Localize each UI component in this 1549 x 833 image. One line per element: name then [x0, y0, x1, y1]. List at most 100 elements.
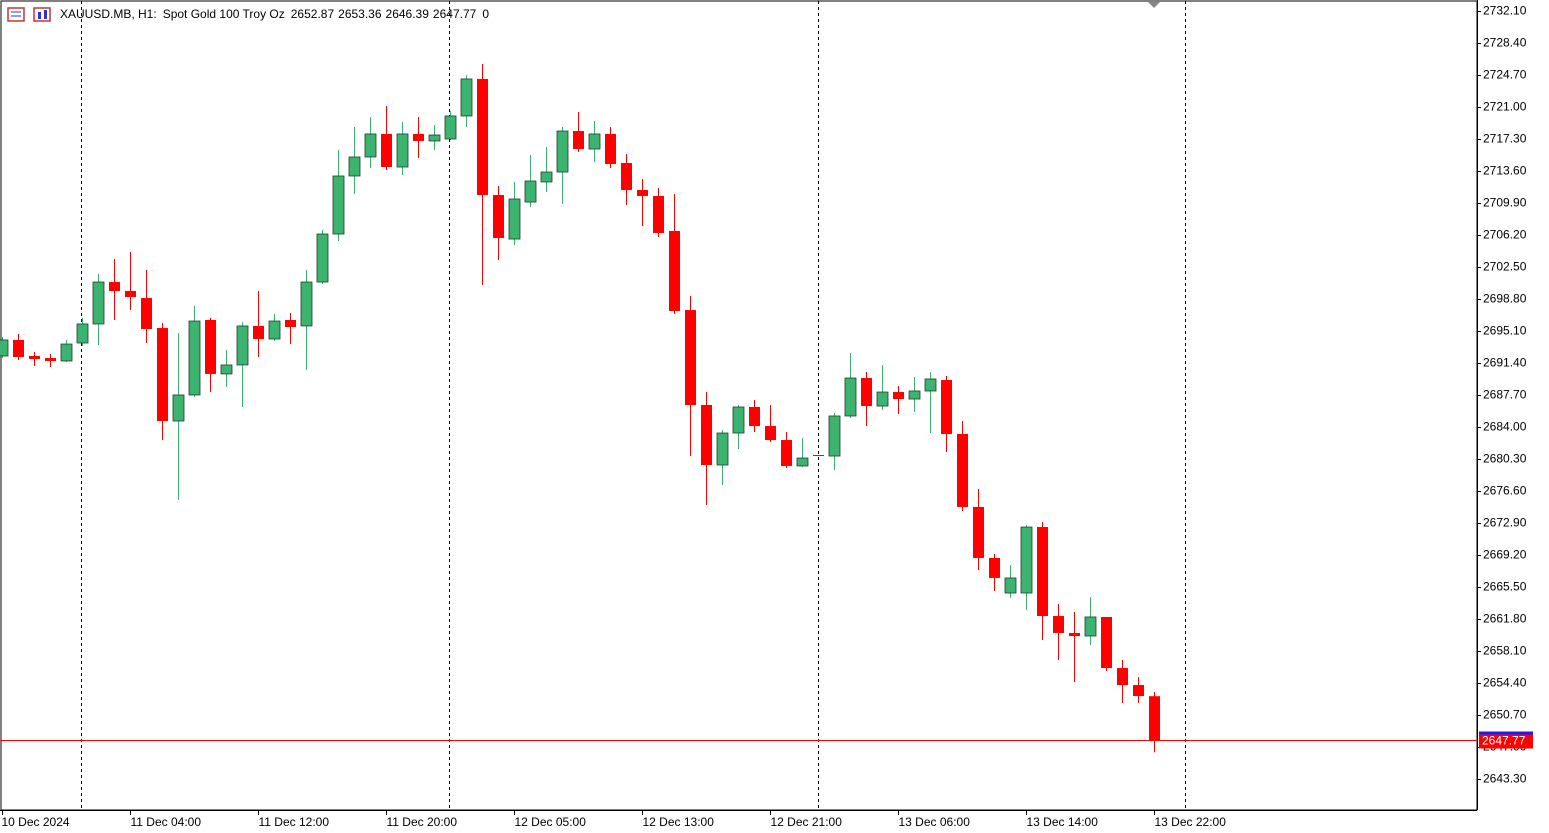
y-tick-label: 2643.30	[1483, 772, 1527, 786]
candle-body	[364, 133, 377, 158]
candle-body	[973, 506, 984, 558]
candle-body	[300, 281, 313, 327]
candle-body	[1101, 616, 1112, 668]
candle-body	[413, 133, 424, 141]
candle-body	[109, 282, 120, 292]
candle-body	[876, 391, 889, 407]
candle-body	[605, 133, 616, 164]
candle-body	[493, 195, 504, 239]
header-high: 2653.36	[338, 7, 382, 21]
candle-body	[924, 378, 937, 392]
icon[interactable]	[7, 7, 25, 22]
y-tick-label: 2672.90	[1483, 516, 1527, 530]
candle-body	[508, 198, 521, 240]
candle-body	[653, 195, 664, 233]
candle-body	[573, 131, 584, 150]
y-tick-label: 2650.70	[1483, 708, 1527, 722]
candle-body	[989, 557, 1000, 578]
icon-bar	[38, 12, 41, 19]
candle-body	[348, 156, 361, 177]
candle-body	[524, 180, 537, 203]
candle-body	[1037, 527, 1048, 617]
y-tick-label: 2724.70	[1483, 68, 1527, 82]
candle-body	[732, 406, 745, 434]
candles	[0, 63, 1160, 753]
y-tick-label: 2721.00	[1483, 100, 1527, 114]
x-tick-label: 12 Dec 13:00	[643, 815, 715, 829]
candle-body	[29, 355, 40, 359]
y-tick-label: 2698.80	[1483, 292, 1527, 306]
y-tick-label: 2713.60	[1483, 164, 1527, 178]
y-tick-label: 2687.70	[1483, 388, 1527, 402]
candle-body	[621, 163, 632, 191]
candle-body	[685, 310, 696, 405]
candle-body	[316, 233, 329, 283]
candle-body	[813, 454, 824, 457]
candle-body	[92, 281, 105, 325]
y-tick-label: 2702.50	[1483, 260, 1527, 274]
icon-bar	[44, 10, 47, 19]
candle-body	[220, 364, 233, 375]
candle-body	[236, 325, 249, 366]
candle-body	[893, 392, 904, 400]
chart-shift-marker[interactable]	[1148, 2, 1160, 8]
candle-body	[444, 115, 457, 140]
candle-body	[749, 406, 760, 427]
candle-body	[1053, 616, 1064, 633]
candle-body	[125, 291, 136, 297]
price-label: 2647.77	[1482, 734, 1526, 748]
candle-body	[796, 457, 809, 467]
price-label-bg	[1479, 734, 1533, 749]
description: Spot Gold 100 Troy Oz	[163, 7, 285, 21]
candle-body	[253, 325, 264, 340]
candle-body	[172, 394, 185, 422]
candle-body	[844, 377, 857, 417]
candle-body	[941, 380, 952, 434]
candle-body	[1149, 696, 1160, 741]
header-extra: 0	[482, 7, 489, 21]
ask-marker	[1479, 731, 1533, 736]
candle-body	[205, 319, 216, 374]
candle-body	[588, 133, 601, 150]
candle-body	[1004, 577, 1017, 594]
candle-body	[540, 171, 553, 183]
y-tick-label: 2717.30	[1483, 132, 1527, 146]
candle-body	[716, 432, 729, 466]
candle-body	[381, 133, 392, 167]
y-tick-label: 2691.40	[1483, 356, 1527, 370]
candle-body	[957, 433, 968, 507]
y-tick-label: 2665.50	[1483, 580, 1527, 594]
candle-body	[332, 175, 345, 235]
candle-body	[828, 415, 841, 457]
candle-body	[637, 190, 648, 196]
y-tick-label: 2709.90	[1483, 196, 1527, 210]
candle-body	[908, 390, 921, 400]
candle-body	[157, 328, 168, 421]
icon[interactable]	[33, 7, 51, 22]
candle-body	[188, 320, 201, 396]
candle-body	[1020, 526, 1033, 594]
candle-body	[60, 343, 73, 362]
x-tick-label: 11 Dec 04:00	[131, 815, 202, 829]
header-low: 2646.39	[386, 7, 430, 21]
candle-body	[701, 405, 712, 466]
candle-body	[669, 230, 680, 311]
header-close: 2647.77	[433, 7, 477, 21]
candle-body	[765, 426, 776, 441]
candle-body	[1069, 632, 1080, 636]
y-tick-label: 2654.40	[1483, 676, 1527, 690]
x-tick-label: 13 Dec 14:00	[1027, 815, 1099, 829]
candle-body	[861, 378, 872, 407]
x-tick-label: 12 Dec 21:00	[771, 815, 843, 829]
x-tick-label: 13 Dec 22:00	[1155, 815, 1227, 829]
candle-body	[477, 78, 488, 196]
symbol: XAUUSD.MB, H1:	[60, 7, 157, 21]
x-tick-label: 11 Dec 12:00	[259, 815, 330, 829]
y-tick-label: 2695.10	[1483, 324, 1527, 338]
y-tick-label: 2661.80	[1483, 612, 1527, 626]
x-tick-label: 12 Dec 05:00	[515, 815, 587, 829]
y-tick-label: 2728.40	[1483, 36, 1527, 50]
